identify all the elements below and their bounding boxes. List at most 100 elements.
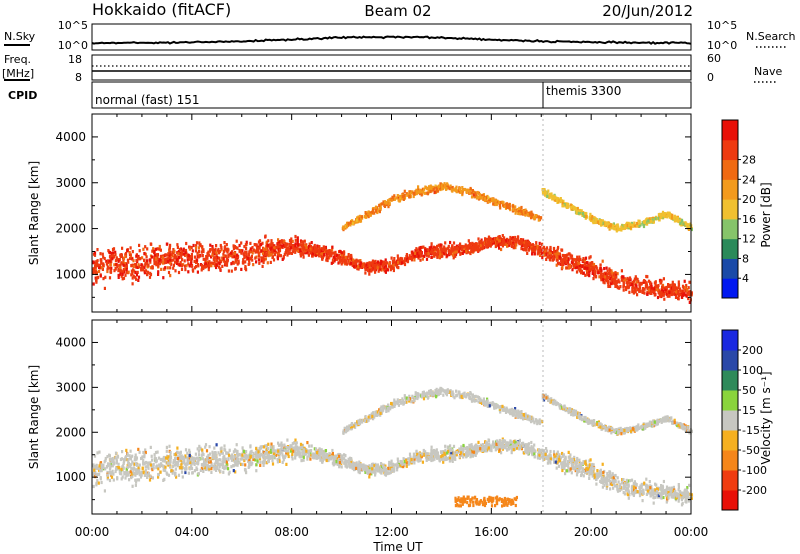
power-cell — [531, 212, 534, 216]
velocity-cell — [287, 449, 290, 453]
velocity-cell — [130, 476, 133, 480]
power-cell — [687, 223, 690, 227]
power-cell — [248, 257, 252, 261]
power-cell — [372, 208, 375, 212]
power-cell — [172, 266, 175, 270]
power-cell — [622, 288, 625, 292]
power-cell — [164, 257, 167, 261]
power-cell — [631, 223, 634, 227]
velocity-cell — [298, 452, 301, 456]
power-cell — [335, 257, 338, 261]
power-cell — [673, 287, 677, 291]
velocity-cell — [278, 459, 281, 463]
power-cell — [478, 194, 481, 199]
power-cell — [174, 269, 177, 273]
power-cell — [635, 286, 638, 290]
power-cell — [130, 269, 133, 273]
power-cell — [442, 252, 445, 256]
power-cell — [667, 212, 670, 216]
power-cell — [635, 224, 638, 228]
velocity-cell — [188, 450, 191, 454]
power-cell — [137, 263, 140, 267]
nave-tick-top: 60 — [707, 52, 721, 65]
power-cell — [384, 258, 387, 262]
power-cell — [303, 239, 306, 243]
power-cell — [558, 252, 561, 256]
power-cell — [633, 277, 636, 281]
power-cell — [446, 254, 449, 258]
power-cell — [225, 262, 228, 266]
power-cell — [210, 261, 213, 265]
nsky-label: N.Sky — [4, 30, 36, 43]
power-cell — [142, 247, 145, 251]
power-cell — [496, 237, 499, 241]
power-cell — [578, 269, 581, 273]
power-cell — [559, 262, 562, 266]
power-cell — [487, 240, 490, 244]
velocity-cell — [190, 463, 193, 467]
power-cell — [153, 262, 156, 266]
power-cell — [127, 260, 130, 264]
velocity-cell — [231, 453, 234, 457]
power-cell — [157, 272, 160, 276]
power-cell — [401, 261, 404, 265]
power-cell — [390, 256, 393, 260]
power-cell — [426, 249, 429, 253]
velocity-cell — [673, 488, 676, 492]
power-cell — [556, 247, 559, 251]
velocity-cell — [108, 478, 112, 483]
power-cell — [677, 285, 680, 289]
power-cell — [143, 258, 146, 262]
power-cell — [455, 190, 458, 194]
power-cell — [190, 253, 193, 257]
power-cell — [384, 270, 387, 274]
power-cell — [409, 256, 412, 260]
power-cell — [630, 222, 634, 226]
power-cell — [184, 268, 187, 272]
power-cell — [158, 244, 161, 249]
power-cell — [636, 277, 639, 282]
velocity-cell — [622, 486, 625, 490]
velocity-cell — [124, 455, 128, 459]
power-cell — [263, 258, 266, 262]
power-cell — [373, 265, 376, 269]
power-cell — [590, 267, 593, 271]
power-cell — [688, 280, 691, 284]
power-cell — [575, 263, 578, 267]
power-cell — [177, 270, 181, 275]
power-cell — [323, 253, 326, 257]
power-cell — [629, 281, 632, 285]
power-cell — [175, 258, 178, 262]
velocity-cell — [672, 485, 675, 489]
velocity-cell — [257, 454, 260, 458]
power-cell — [502, 203, 505, 207]
power-cell — [424, 191, 427, 195]
velocity-cell — [588, 476, 591, 480]
velocity-cell — [680, 498, 683, 502]
power-cell — [98, 265, 101, 269]
velocity-cell — [224, 457, 227, 461]
power-cell — [257, 247, 260, 251]
power-cell — [470, 191, 473, 195]
power-cell — [137, 257, 140, 261]
power-cell — [269, 247, 272, 251]
power-cell — [369, 213, 372, 217]
power-cell — [659, 278, 662, 282]
velocity-cell — [640, 482, 643, 486]
power-cell — [190, 254, 193, 259]
power-cell — [363, 262, 366, 266]
power-cell — [124, 264, 127, 268]
velocity-cell — [182, 466, 185, 470]
power-cell — [648, 217, 651, 221]
power-cell — [421, 257, 424, 261]
power-cell — [513, 237, 516, 242]
power-cell — [102, 255, 105, 259]
power-cell — [263, 250, 266, 254]
power-cell — [254, 256, 257, 260]
power-cell — [622, 281, 625, 285]
power-cell — [146, 262, 149, 266]
power-cell — [374, 270, 377, 274]
power-cell — [652, 287, 655, 291]
station-title: Hokkaido (fitACF) — [92, 0, 231, 19]
power-cell — [271, 249, 274, 253]
